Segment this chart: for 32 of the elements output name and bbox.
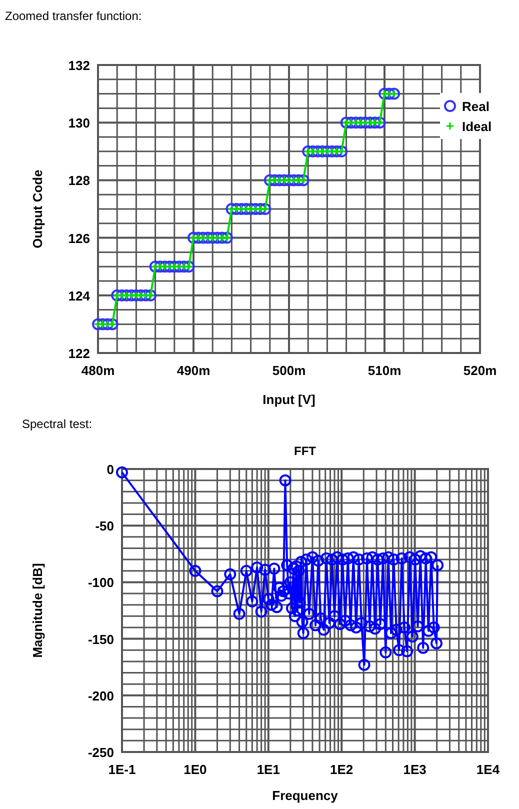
x-tick-label: 1E4	[476, 762, 500, 777]
y-tick-label: 0	[106, 462, 114, 477]
legend-label: Ideal	[462, 119, 492, 134]
chart-title: FFT	[294, 444, 317, 458]
y-tick-label: 130	[68, 116, 90, 131]
y-tick-label: 128	[68, 173, 90, 188]
x-tick-label: 500m	[272, 363, 306, 378]
y-tick-label: -250	[88, 745, 114, 760]
y-tick-label: -50	[95, 518, 114, 534]
x-axis-title: Input [V]	[262, 392, 316, 407]
y-axis-title: Magnitude [dB]	[30, 563, 45, 658]
y-tick-label: -200	[88, 688, 114, 704]
y-tick-label: 124	[68, 288, 91, 304]
x-tick-label: 490m	[176, 363, 210, 378]
y-tick-label: 132	[68, 58, 90, 73]
y-tick-label: -150	[88, 632, 114, 647]
y-tick-label: -100	[88, 575, 114, 590]
x-tick-label: 1E0	[184, 762, 207, 777]
x-tick-label: 1E3	[403, 762, 426, 777]
text: Spectral test:	[22, 417, 92, 431]
x-tick-label: 1E2	[330, 762, 354, 777]
x-tick-label: 1E-1	[108, 762, 136, 777]
x-tick-label: 520m	[463, 363, 497, 378]
legend-label: Real	[462, 99, 490, 114]
x-axis-title: Frequency	[272, 788, 339, 803]
y-tick-label: 126	[68, 230, 90, 246]
chart-title: Zoomed transfer function:	[5, 9, 142, 23]
x-tick-label: 510m	[368, 363, 402, 378]
y-tick-label: 122	[68, 346, 90, 361]
x-tick-label: 1E1	[256, 762, 280, 777]
y-axis-title: Output Code	[30, 170, 45, 248]
x-tick-label: 480m	[81, 363, 115, 378]
